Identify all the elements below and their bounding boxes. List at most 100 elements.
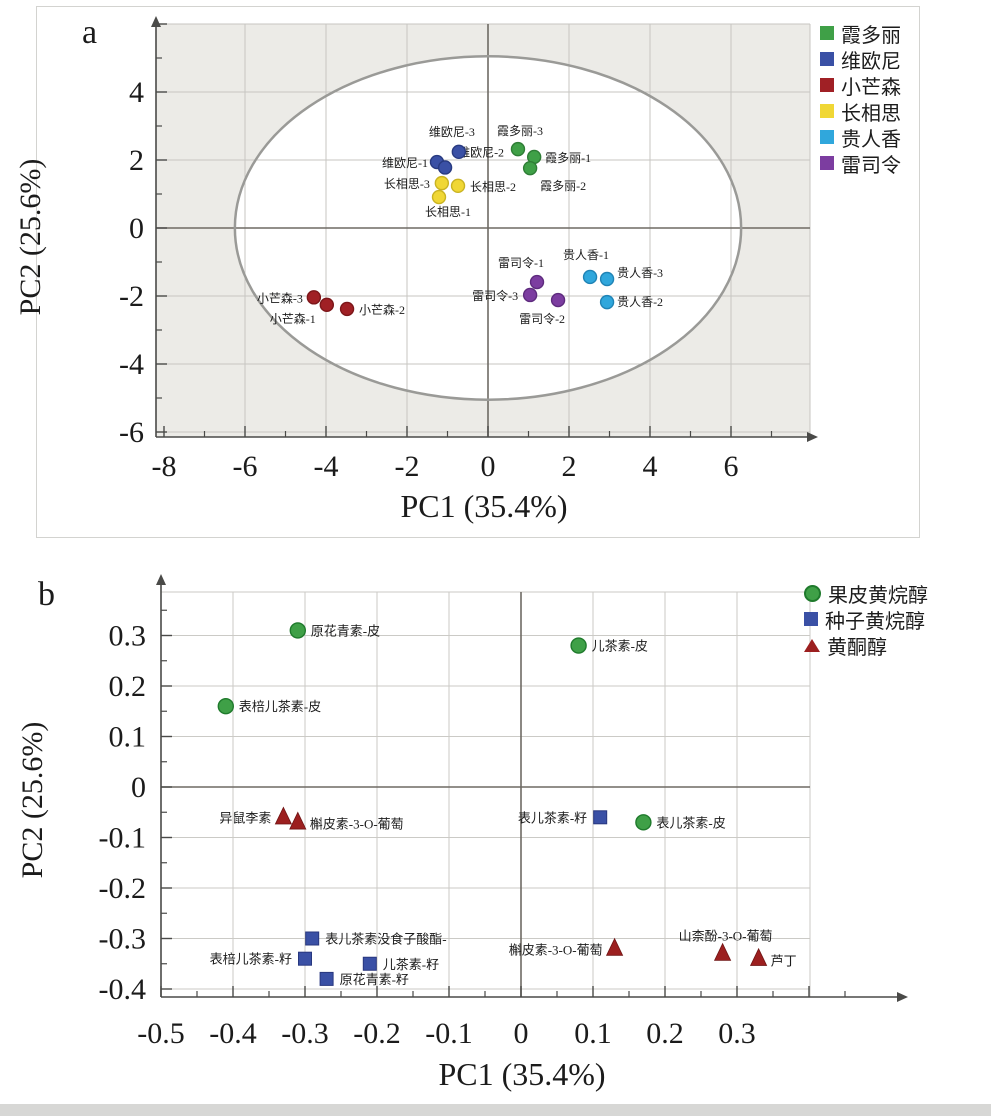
point-label: 霞多丽-3 xyxy=(497,124,543,138)
x-tick-label: -0.2 xyxy=(353,1017,401,1050)
legend-item: 小芒森 xyxy=(820,72,901,99)
panel-a-letter: a xyxy=(82,14,98,51)
panel-b-legend: 果皮黄烷醇 种子黄烷醇黄酮醇 xyxy=(804,580,928,659)
data-point-triangle xyxy=(274,806,293,825)
data-point-circle xyxy=(599,294,615,310)
point-label: 雷司令-3 xyxy=(472,288,518,303)
data-point-triangle xyxy=(605,937,624,956)
y-tick-label: 0 xyxy=(131,771,146,804)
data-point-square xyxy=(305,931,320,946)
x-tick-label: 6 xyxy=(724,450,739,483)
y-axis-arrow xyxy=(156,574,166,585)
data-point-circle xyxy=(570,637,587,654)
x-tick-label: 0 xyxy=(481,450,496,483)
legend-item: 雷司令 xyxy=(820,150,901,177)
panel-b-x-axis-title: PC1 (35.4%) xyxy=(438,1056,606,1092)
data-point-circle xyxy=(434,175,450,191)
point-label: 雷司令-1 xyxy=(498,255,544,270)
data-point-triangle xyxy=(289,811,307,830)
point-label: 小芒森-1 xyxy=(270,311,316,326)
y-tick-label: -0.1 xyxy=(99,822,147,855)
legend-label: 黄酮醇 xyxy=(827,636,887,659)
data-point-circle xyxy=(306,290,322,305)
hotelling-ellipse xyxy=(233,55,743,401)
legend-label: 果皮黄烷醇 xyxy=(828,584,928,607)
data-point-circle xyxy=(339,301,355,317)
legend-item: 种子黄烷醇 xyxy=(804,606,928,633)
x-tick-label: -0.4 xyxy=(209,1017,257,1050)
point-label: 维欧尼-2 xyxy=(458,145,504,159)
legend-square-marker-icon xyxy=(820,104,834,118)
data-point-circle xyxy=(599,271,615,287)
legend-label: 长相思 xyxy=(841,102,901,125)
y-tick-label: 2 xyxy=(129,144,144,177)
point-label: 槲皮素-3-O-葡萄 xyxy=(310,816,404,831)
x-tick-label: -6 xyxy=(233,450,258,483)
legend-item: 果皮黄烷醇 xyxy=(804,580,928,607)
data-point-circle xyxy=(550,292,566,308)
data-point-triangle xyxy=(749,947,768,966)
data-point-circle xyxy=(437,160,453,175)
legend-square-marker-icon xyxy=(820,130,834,144)
data-point-circle xyxy=(451,144,467,160)
legend-label: 雷司令 xyxy=(841,154,901,177)
y-tick-label: 0.1 xyxy=(109,721,147,754)
legend-square-marker-icon xyxy=(804,612,818,626)
x-tick-label: 0.2 xyxy=(646,1017,684,1050)
data-point-circle xyxy=(450,178,466,194)
x-tick-label: 0.3 xyxy=(718,1017,756,1050)
data-point-square xyxy=(593,810,608,825)
data-point-square xyxy=(298,951,312,966)
legend-circle-marker-icon xyxy=(804,584,821,602)
x-tick-label: 0 xyxy=(514,1017,529,1050)
y-axis-arrow xyxy=(151,16,161,27)
legend-label: 霞多丽 xyxy=(841,24,901,47)
point-label: 长相思-3 xyxy=(384,177,430,191)
data-point-circle xyxy=(522,287,538,303)
point-label: 维欧尼-1 xyxy=(382,156,428,170)
legend-square-marker-icon xyxy=(820,156,834,170)
data-point-circle xyxy=(431,189,447,205)
legend-item: 霞多丽 xyxy=(820,20,901,47)
panel-a-y-axis-title: PC2 (25.6%) xyxy=(14,158,47,316)
x-tick-label: -4 xyxy=(314,450,339,483)
point-label: 长相思-2 xyxy=(470,180,516,194)
y-tick-label: -6 xyxy=(119,416,144,449)
point-label: 表儿茶素没食子酸酯- xyxy=(325,932,446,947)
point-label: 山柰酚-3-O-葡萄 xyxy=(679,929,773,944)
point-label: 霞多丽-2 xyxy=(540,179,586,193)
data-point-circle xyxy=(529,274,545,290)
x-axis-arrow xyxy=(897,992,908,1002)
data-point-circle xyxy=(510,141,526,157)
point-label: 小芒森-2 xyxy=(359,302,405,317)
point-label: 槲皮素-3-O-葡萄 xyxy=(509,943,603,958)
y-tick-label: -0.4 xyxy=(99,973,147,1006)
y-tick-label: 0.2 xyxy=(109,670,147,703)
point-label: 表儿茶素-皮 xyxy=(656,815,725,830)
legend-label: 维欧尼 xyxy=(841,50,901,73)
point-label: 贵人香-1 xyxy=(563,248,609,262)
panel-b-y-axis-title: PC2 (25.6%) xyxy=(16,721,49,879)
data-point-circle xyxy=(217,698,235,715)
data-point-circle xyxy=(582,269,598,285)
point-label: 儿茶素-皮 xyxy=(592,639,648,654)
point-label: 表棓儿茶素-皮 xyxy=(239,699,321,714)
data-point-circle xyxy=(522,160,538,176)
y-tick-label: -4 xyxy=(119,348,144,381)
x-tick-label: -0.1 xyxy=(425,1017,473,1050)
point-label: 原花青素-皮 xyxy=(311,623,380,638)
data-point-circle xyxy=(319,297,335,313)
point-label: 异鼠李素 xyxy=(219,810,271,825)
data-point-square xyxy=(319,971,334,986)
legend-label: 贵人香 xyxy=(841,128,901,151)
point-label: 维欧尼-3 xyxy=(429,125,475,139)
point-label: 长相思-1 xyxy=(425,205,471,219)
y-tick-label: -0.2 xyxy=(99,872,147,905)
y-tick-label: 4 xyxy=(129,76,144,109)
point-label: 贵人香-3 xyxy=(617,266,663,280)
point-label: 原花青素-籽 xyxy=(340,972,409,987)
legend-triangle-marker-icon xyxy=(804,638,820,652)
legend-item: 贵人香 xyxy=(820,124,901,151)
